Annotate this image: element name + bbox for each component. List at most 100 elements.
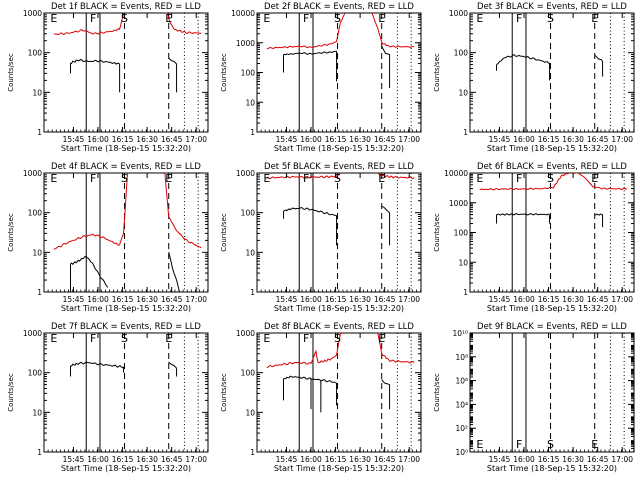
event-marker-label: E bbox=[165, 12, 172, 25]
event-marker-label: E bbox=[378, 12, 385, 25]
y-axis-label: Counts/sec bbox=[433, 53, 441, 92]
x-tick-label: 16:15 bbox=[112, 135, 134, 144]
y-axis-label: Counts/sec bbox=[7, 373, 15, 412]
event-marker-label: F bbox=[516, 438, 522, 451]
event-marker-label: E bbox=[476, 172, 483, 185]
y-tick-label: 100 bbox=[28, 49, 43, 58]
x-tick-label: 16:00 bbox=[87, 295, 109, 304]
x-tick-label: 17:00 bbox=[611, 455, 633, 464]
events-series-line bbox=[381, 205, 390, 214]
event-marker-label: F bbox=[90, 172, 96, 185]
events-series-line bbox=[381, 379, 390, 386]
x-tick-label: 17:00 bbox=[398, 455, 420, 464]
y-tick-label: 10 bbox=[32, 408, 42, 417]
x-tick-label: 16:00 bbox=[300, 295, 322, 304]
y-tick-label: 1 bbox=[37, 288, 42, 297]
events-series-line bbox=[168, 361, 177, 369]
x-tick-label: 15:45 bbox=[276, 455, 298, 464]
chart-panel-8: Det 8f BLACK = Events, RED = LLD 1 10 100 10… bbox=[220, 322, 422, 473]
x-tick-label: 17:00 bbox=[185, 295, 207, 304]
lld-series-line bbox=[266, 333, 341, 369]
x-tick-label: 16:30 bbox=[136, 135, 158, 144]
event-marker-label: E bbox=[263, 172, 270, 185]
events-series-line bbox=[70, 58, 120, 65]
y-tick-label: 10 bbox=[32, 88, 42, 97]
y-tick-label: 10 bbox=[458, 88, 468, 97]
event-marker-label: S bbox=[121, 12, 128, 25]
x-tick-label: 16:30 bbox=[136, 295, 158, 304]
y-axis-label: Counts/sec bbox=[433, 213, 441, 252]
chart-panel-2: Det 2f BLACK = Events, RED = LLD 1 10 100 10… bbox=[220, 2, 422, 153]
x-tick-label: 16:15 bbox=[325, 455, 347, 464]
x-axis-label: Start Time (18-Sep-15 15:32:20) bbox=[274, 464, 404, 473]
x-tick-label: 17:00 bbox=[185, 455, 207, 464]
x-tick-label: 16:45 bbox=[374, 295, 396, 304]
x-tick-label: 16:15 bbox=[325, 295, 347, 304]
lld-series-line bbox=[479, 173, 628, 191]
y-tick-label: 10000 bbox=[444, 169, 468, 178]
event-marker-label: E bbox=[50, 172, 57, 185]
x-tick-label: 16:30 bbox=[349, 455, 371, 464]
y-tick-label: 10 bbox=[245, 408, 255, 417]
chart-title: Det 1f BLACK = Events, RED = LLD bbox=[51, 2, 201, 12]
event-marker-label: F bbox=[303, 332, 309, 345]
event-marker-label: F bbox=[90, 12, 96, 25]
y-tick-label: 1 bbox=[463, 288, 468, 297]
y-tick-label: 100 bbox=[241, 69, 256, 78]
x-tick-label: 15:45 bbox=[489, 295, 511, 304]
events-series-line bbox=[70, 361, 124, 369]
lld-series-line bbox=[53, 173, 128, 250]
event-marker-label: E bbox=[591, 172, 598, 185]
events-series-line bbox=[283, 375, 337, 384]
events-series-line bbox=[70, 255, 109, 288]
x-tick-label: 17:00 bbox=[611, 295, 633, 304]
x-tick-label: 16:45 bbox=[161, 135, 183, 144]
lld-series-line bbox=[377, 173, 415, 180]
x-tick-label: 16:30 bbox=[349, 295, 371, 304]
x-axis-label: Start Time (18-Sep-15 15:32:20) bbox=[61, 144, 191, 153]
x-tick-label: 15:45 bbox=[63, 135, 85, 144]
y-tick-label: 1 bbox=[250, 288, 255, 297]
x-tick-label: 16:15 bbox=[112, 455, 134, 464]
y-tick-label: 1 bbox=[250, 128, 255, 137]
event-marker-label: E bbox=[263, 332, 270, 345]
event-marker-label: S bbox=[334, 172, 341, 185]
chart-title: Det 6f BLACK = Events, RED = LLD bbox=[477, 162, 627, 172]
x-tick-label: 17:00 bbox=[611, 135, 633, 144]
x-tick-label: 15:45 bbox=[63, 295, 85, 304]
chart-title: Det 8f BLACK = Events, RED = LLD bbox=[264, 322, 414, 332]
x-tick-label: 16:00 bbox=[87, 455, 109, 464]
x-tick-label: 16:45 bbox=[161, 455, 183, 464]
lld-series-line bbox=[167, 13, 202, 35]
chart-panel-3: Det 3f BLACK = Events, RED = LLD 1 10 100 10… bbox=[433, 2, 635, 153]
event-marker-label: E bbox=[591, 438, 598, 451]
events-series-line bbox=[168, 57, 177, 65]
x-tick-label: 16:00 bbox=[300, 455, 322, 464]
y-axis-label: Counts/sec bbox=[433, 373, 441, 412]
event-marker-label: S bbox=[121, 172, 128, 185]
x-axis-label: Start Time (18-Sep-15 15:32:20) bbox=[487, 464, 617, 473]
chart-panel-1: Det 1f BLACK = Events, RED = LLD 1 10 100 10… bbox=[7, 2, 209, 153]
plot-frame bbox=[256, 172, 422, 293]
event-marker-label: S bbox=[121, 332, 128, 345]
event-marker-label: S bbox=[547, 172, 554, 185]
x-tick-label: 16:45 bbox=[587, 295, 609, 304]
x-tick-label: 16:45 bbox=[587, 135, 609, 144]
x-tick-label: 16:30 bbox=[562, 295, 584, 304]
x-tick-label: 16:45 bbox=[374, 455, 396, 464]
chart-panel-6: Det 6f BLACK = Events, RED = LLD 1 10 100 10… bbox=[433, 162, 635, 313]
lld-series-line bbox=[377, 333, 415, 364]
y-tick-label: 1000 bbox=[23, 9, 42, 18]
x-tick-label: 15:45 bbox=[276, 295, 298, 304]
event-marker-label: E bbox=[50, 332, 57, 345]
x-tick-label: 16:00 bbox=[513, 455, 535, 464]
events-series-line bbox=[594, 213, 603, 216]
chart-title: Det 4f BLACK = Events, RED = LLD bbox=[51, 162, 201, 172]
lld-series-line bbox=[266, 13, 346, 50]
y-tick-label: 1000 bbox=[23, 329, 42, 338]
y-tick-label: 100 bbox=[241, 209, 256, 218]
x-axis-label: Start Time (18-Sep-15 15:32:20) bbox=[487, 144, 617, 153]
y-axis-label: Counts/sec bbox=[220, 213, 228, 252]
events-series-line bbox=[283, 50, 337, 56]
plot-frame bbox=[43, 12, 209, 133]
